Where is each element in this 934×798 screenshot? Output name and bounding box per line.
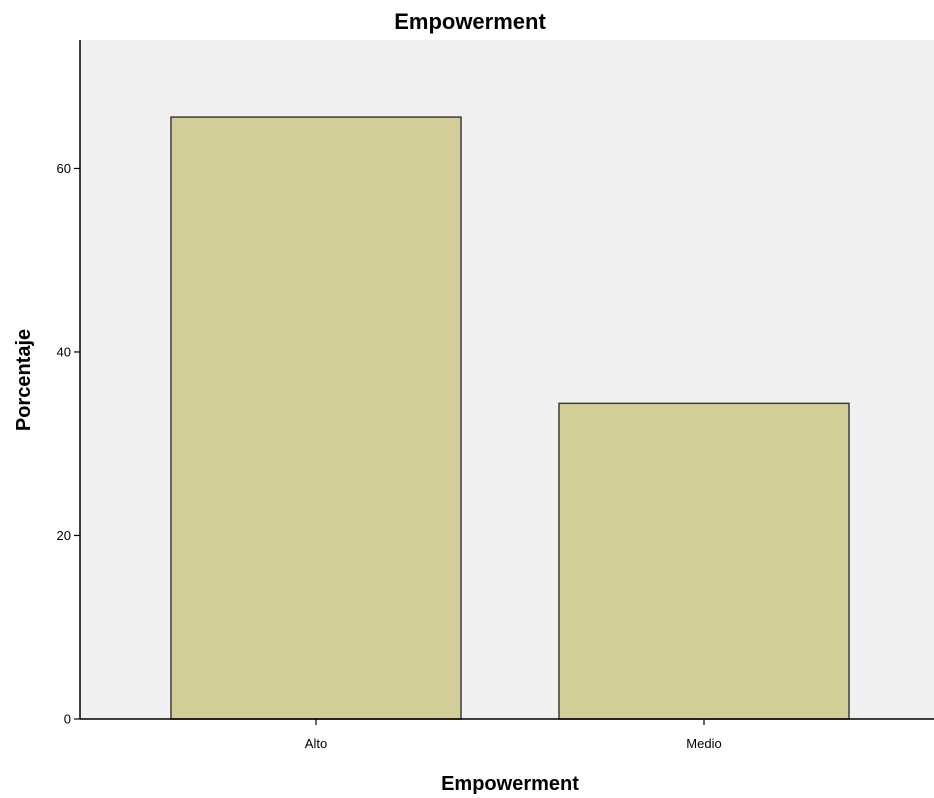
x-tick-label-alto: Alto bbox=[305, 736, 327, 751]
chart-title: Empowerment bbox=[394, 9, 546, 34]
y-axis-label: Porcentaje bbox=[13, 329, 35, 431]
bar-medio bbox=[558, 402, 850, 720]
y-tick-label: 60 bbox=[57, 161, 71, 176]
y-axis-ticks: 0 20 40 60 bbox=[57, 161, 80, 727]
x-axis-ticks: Alto Medio bbox=[305, 719, 722, 751]
y-tick-label: 40 bbox=[57, 344, 71, 359]
y-tick-label: 0 bbox=[64, 712, 71, 727]
bar-alto bbox=[170, 116, 462, 720]
bars-group bbox=[170, 116, 850, 720]
y-tick-label: 20 bbox=[57, 528, 71, 543]
x-axis-label: Empowerment bbox=[441, 773, 579, 795]
x-tick-label-medio: Medio bbox=[686, 736, 721, 751]
